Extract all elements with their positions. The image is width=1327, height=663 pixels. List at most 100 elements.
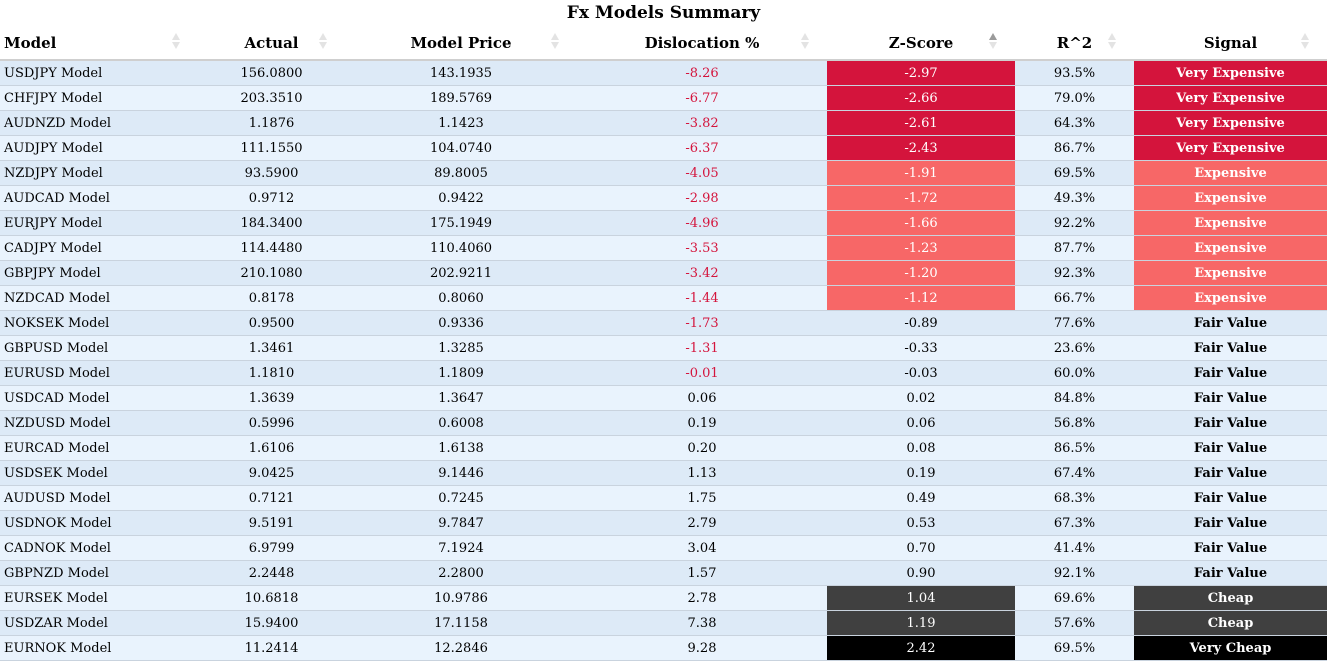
cell-signal: Fair Value [1134, 360, 1327, 386]
column-header-signal[interactable]: Signal [1134, 26, 1327, 61]
table-row[interactable]: NZDJPY Model 93.5900 89.8005 -4.05 -1.91 69.5… [0, 160, 1327, 186]
cell-zscore: -0.03 [827, 360, 1015, 386]
cell-actual: 111.1550 [198, 135, 345, 161]
table-row[interactable]: CADJPY Model 114.4480 110.4060 -3.53 -1.23 87… [0, 235, 1327, 261]
cell-zscore: 0.08 [827, 435, 1015, 461]
cell-model-price: 0.6008 [345, 410, 577, 436]
cell-model-price: 143.1935 [345, 60, 577, 86]
column-header-actual[interactable]: Actual [198, 26, 345, 61]
cell-model-price: 0.9422 [345, 185, 577, 211]
column-header-zscore[interactable]: Z-Score [827, 26, 1015, 61]
cell-r2: 67.3% [1015, 510, 1134, 536]
column-header-dislocation[interactable]: Dislocation % [577, 26, 827, 61]
cell-signal: Very Expensive [1134, 60, 1327, 86]
cell-actual: 93.5900 [198, 160, 345, 186]
table-row[interactable]: USDCAD Model 1.3639 1.3647 0.06 0.02 84.8% Fai… [0, 385, 1327, 411]
cell-actual: 2.2448 [198, 560, 345, 586]
table-row[interactable]: AUDUSD Model 0.7121 0.7245 1.75 0.49 68.3% Fai… [0, 485, 1327, 511]
table-row[interactable]: EURNOK Model 11.2414 12.2846 9.28 2.42 69.5% V… [0, 635, 1327, 661]
cell-signal: Expensive [1134, 285, 1327, 311]
column-header-model[interactable]: Model [0, 26, 198, 61]
table-row[interactable]: AUDCAD Model 0.9712 0.9422 -2.98 -1.72 49.3% E… [0, 185, 1327, 211]
cell-dislocation: 0.19 [577, 410, 827, 436]
table-row[interactable]: EURJPY Model 184.3400 175.1949 -4.96 -1.66 92… [0, 210, 1327, 236]
cell-actual: 1.1810 [198, 360, 345, 386]
cell-zscore: -1.91 [827, 160, 1015, 186]
fx-models-table: Model Actual Model Price Dislocation % Z… [0, 26, 1327, 661]
cell-actual: 156.0800 [198, 60, 345, 86]
table-row[interactable]: NZDCAD Model 0.8178 0.8060 -1.44 -1.12 66.7% E… [0, 285, 1327, 311]
cell-dislocation: -3.82 [577, 110, 827, 136]
cell-dislocation: 9.28 [577, 635, 827, 661]
cell-r2: 84.8% [1015, 385, 1134, 411]
table-row[interactable]: USDJPY Model 156.0800 143.1935 -8.26 -2.97 93… [0, 60, 1327, 86]
cell-signal: Fair Value [1134, 385, 1327, 411]
cell-zscore: -1.66 [827, 210, 1015, 236]
table-row[interactable]: EURSEK Model 10.6818 10.9786 2.78 1.04 69.6% C… [0, 585, 1327, 611]
cell-dislocation: 0.20 [577, 435, 827, 461]
sort-icon [319, 33, 327, 51]
cell-model-price: 0.7245 [345, 485, 577, 511]
cell-model: AUDCAD Model [0, 185, 198, 211]
table-row[interactable]: AUDJPY Model 111.1550 104.0740 -6.37 -2.43 86… [0, 135, 1327, 161]
cell-model-price: 1.3285 [345, 335, 577, 361]
cell-dislocation: -8.26 [577, 60, 827, 86]
cell-dislocation: 1.13 [577, 460, 827, 486]
cell-model-price: 89.8005 [345, 160, 577, 186]
cell-r2: 49.3% [1015, 185, 1134, 211]
cell-dislocation: -3.42 [577, 260, 827, 286]
table-row[interactable]: CHFJPY Model 203.3510 189.5769 -6.77 -2.66 79… [0, 85, 1327, 111]
table-row[interactable]: NZDUSD Model 0.5996 0.6008 0.19 0.06 56.8% Fai… [0, 410, 1327, 436]
cell-zscore: 0.90 [827, 560, 1015, 586]
table-row[interactable]: CADNOK Model 6.9799 7.1924 3.04 0.70 41.4% Fai… [0, 535, 1327, 561]
table-row[interactable]: USDSEK Model 9.0425 9.1446 1.13 0.19 67.4% Fai… [0, 460, 1327, 486]
table-row[interactable]: USDNOK Model 9.5191 9.7847 2.79 0.53 67.3% Fai… [0, 510, 1327, 536]
column-header-r2[interactable]: R^2 [1015, 26, 1134, 61]
column-header-model-price[interactable]: Model Price [345, 26, 577, 61]
cell-model: AUDNZD Model [0, 110, 198, 136]
cell-zscore: -1.20 [827, 260, 1015, 286]
cell-actual: 10.6818 [198, 585, 345, 611]
cell-dislocation: -1.73 [577, 310, 827, 336]
cell-model: CADNOK Model [0, 535, 198, 561]
cell-signal: Fair Value [1134, 310, 1327, 336]
cell-r2: 79.0% [1015, 85, 1134, 111]
cell-signal: Cheap [1134, 585, 1327, 611]
cell-model-price: 175.1949 [345, 210, 577, 236]
table-row[interactable]: EURUSD Model 1.1810 1.1809 -0.01 -0.03 60.0% F… [0, 360, 1327, 386]
table-row[interactable]: AUDNZD Model 1.1876 1.1423 -3.82 -2.61 64.3% V… [0, 110, 1327, 136]
cell-actual: 203.3510 [198, 85, 345, 111]
cell-actual: 184.3400 [198, 210, 345, 236]
cell-signal: Fair Value [1134, 460, 1327, 486]
cell-model-price: 1.6138 [345, 435, 577, 461]
cell-model: EURJPY Model [0, 210, 198, 236]
column-header-label: Model Price [410, 33, 512, 52]
cell-actual: 210.1080 [198, 260, 345, 286]
table-row[interactable]: GBPUSD Model 1.3461 1.3285 -1.31 -0.33 23.6% F… [0, 335, 1327, 361]
table-row[interactable]: GBPJPY Model 210.1080 202.9211 -3.42 -1.20 92… [0, 260, 1327, 286]
cell-actual: 0.7121 [198, 485, 345, 511]
cell-dislocation: 7.38 [577, 610, 827, 636]
cell-signal: Expensive [1134, 260, 1327, 286]
cell-dislocation: -4.96 [577, 210, 827, 236]
table-row[interactable]: GBPNZD Model 2.2448 2.2800 1.57 0.90 92.1% Fai… [0, 560, 1327, 586]
cell-zscore: 0.49 [827, 485, 1015, 511]
cell-r2: 77.6% [1015, 310, 1134, 336]
cell-actual: 11.2414 [198, 635, 345, 661]
cell-dislocation: -6.37 [577, 135, 827, 161]
column-header-label: Model [4, 33, 57, 52]
cell-zscore: 0.02 [827, 385, 1015, 411]
cell-model-price: 104.0740 [345, 135, 577, 161]
table-row[interactable]: USDZAR Model 15.9400 17.1158 7.38 1.19 57.6% C… [0, 610, 1327, 636]
cell-zscore: -0.89 [827, 310, 1015, 336]
table-row[interactable]: EURCAD Model 1.6106 1.6138 0.20 0.08 86.5% Fai… [0, 435, 1327, 461]
cell-dislocation: -4.05 [577, 160, 827, 186]
table-row[interactable]: NOKSEK Model 0.9500 0.9336 -1.73 -0.89 77.6% F… [0, 310, 1327, 336]
cell-r2: 56.8% [1015, 410, 1134, 436]
cell-signal: Fair Value [1134, 435, 1327, 461]
column-header-label: Actual [244, 33, 299, 52]
cell-signal: Expensive [1134, 185, 1327, 211]
cell-dislocation: 2.78 [577, 585, 827, 611]
cell-actual: 1.1876 [198, 110, 345, 136]
cell-dislocation: -1.44 [577, 285, 827, 311]
